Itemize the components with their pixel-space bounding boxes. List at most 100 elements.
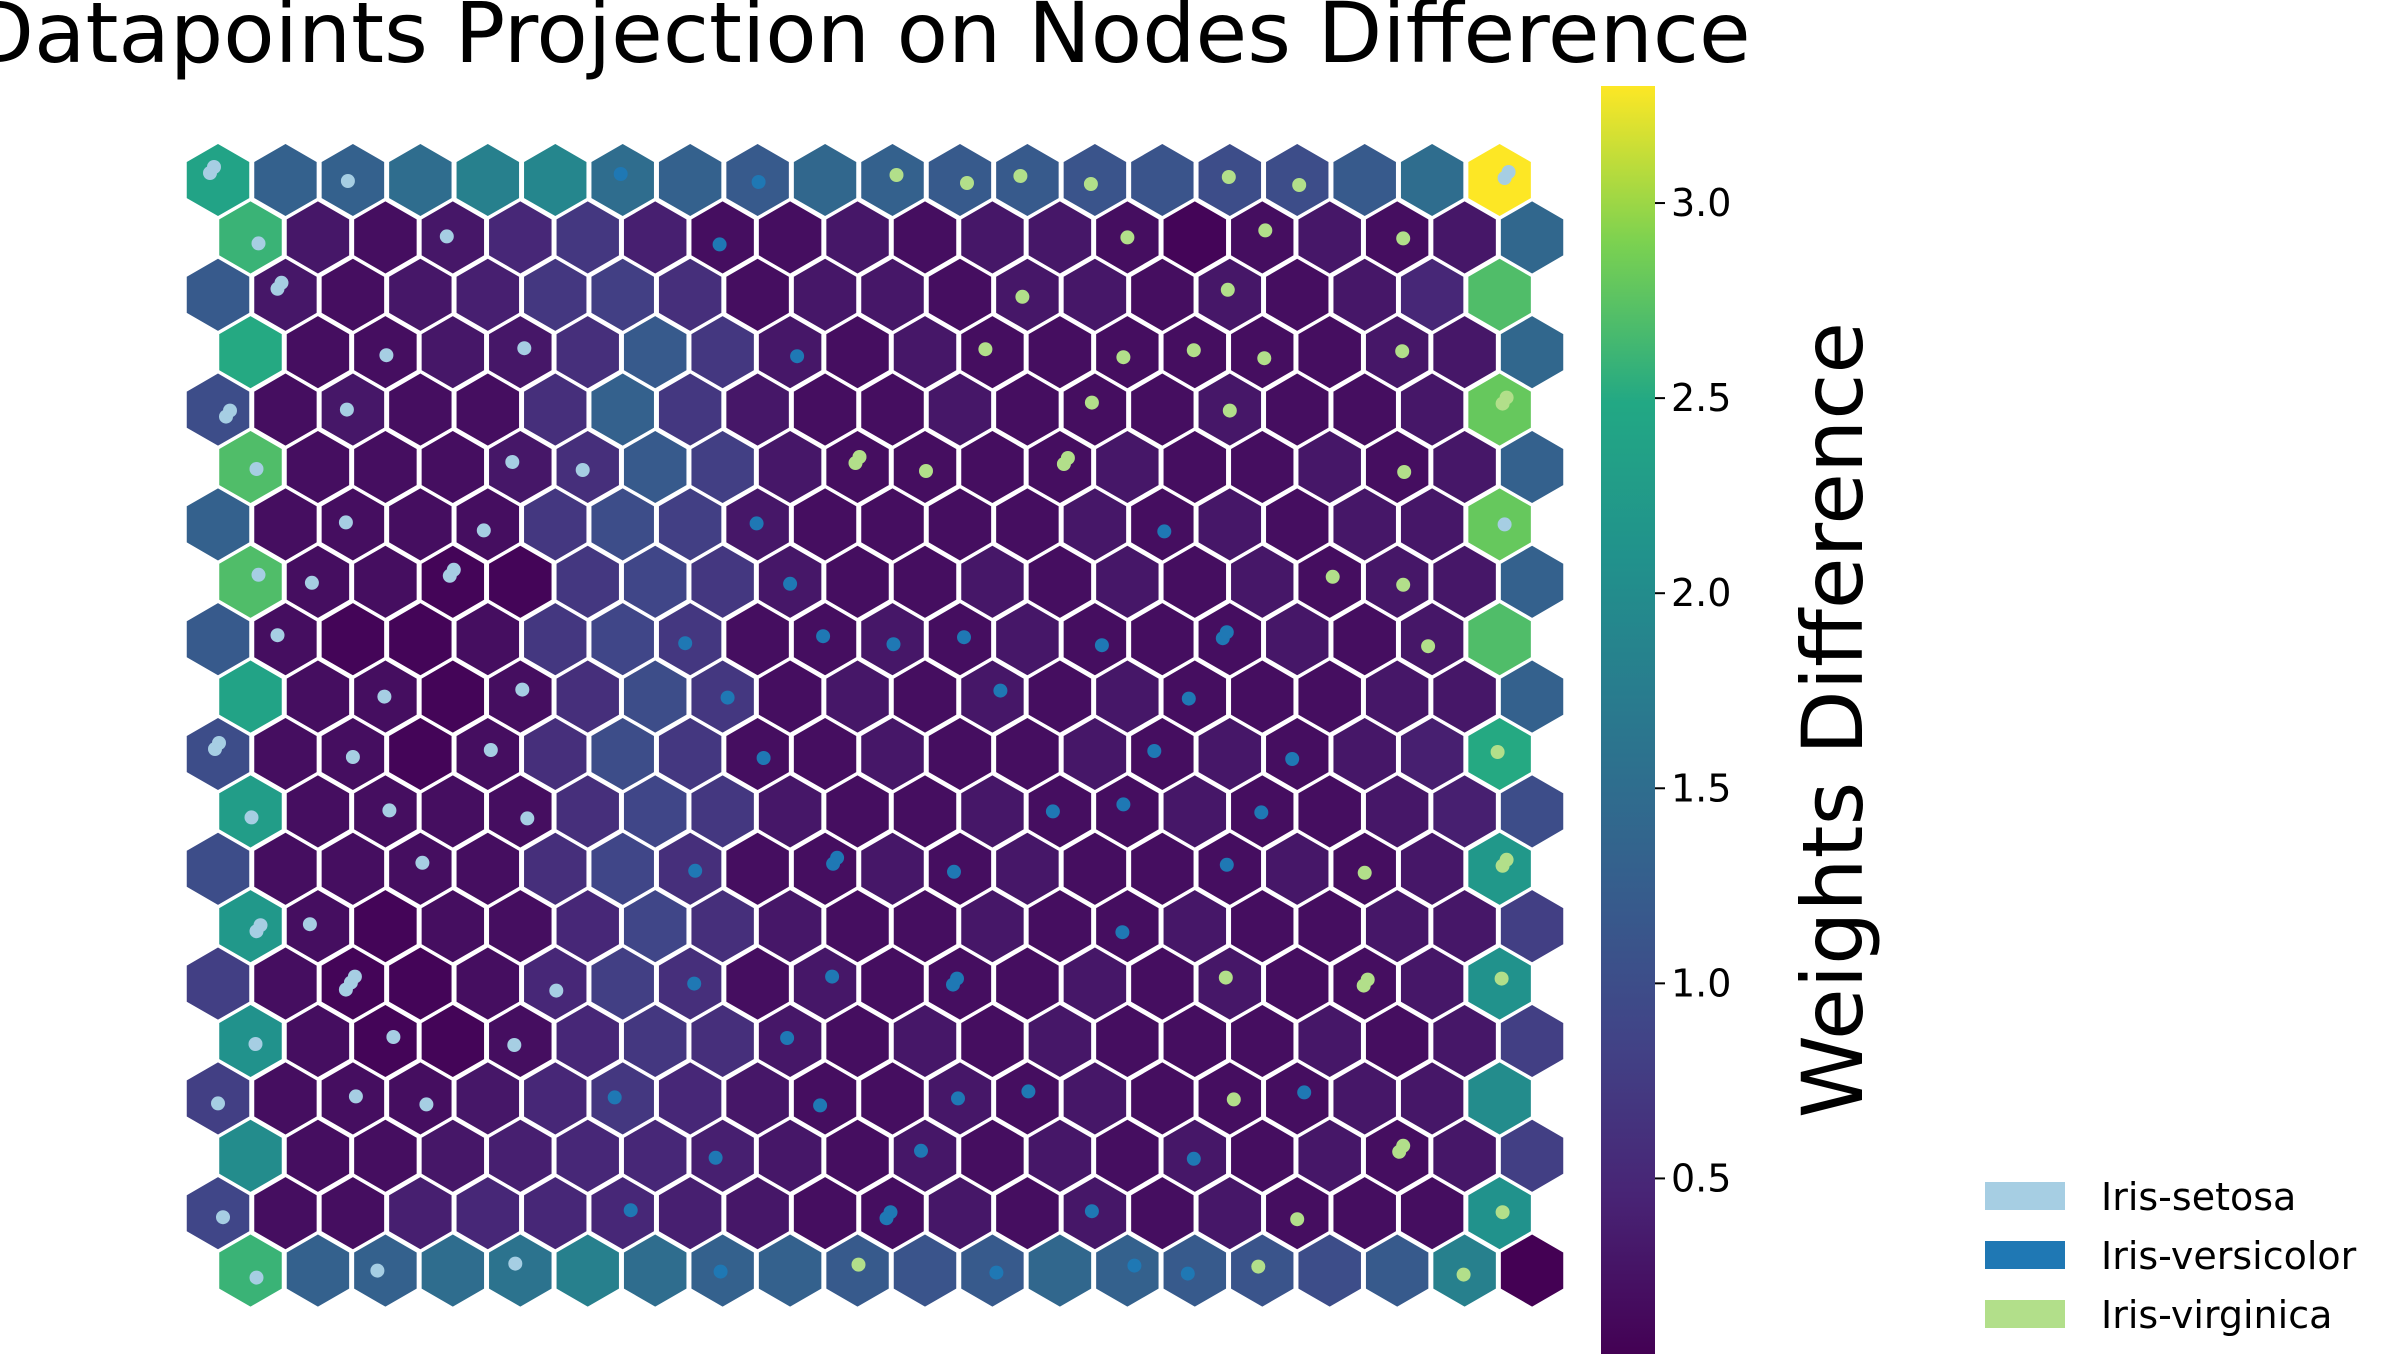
hex-node (756, 1231, 824, 1310)
datapoint (950, 971, 964, 986)
datapoint (1186, 1151, 1201, 1166)
datapoint (338, 515, 353, 530)
datapoint (216, 1210, 230, 1225)
datapoint (1325, 569, 1340, 584)
hex-node (216, 1231, 285, 1310)
colorbar-label: Weights Difference (1784, 322, 1882, 1118)
datapoint (851, 1257, 866, 1272)
datapoint (712, 237, 727, 252)
datapoint (249, 462, 264, 476)
datapoint (813, 1098, 828, 1113)
datapoint (1116, 797, 1131, 812)
datapoint (830, 850, 845, 865)
datapoint (1499, 390, 1514, 405)
datapoint (1221, 170, 1236, 184)
datapoint (370, 1263, 385, 1278)
datapoint (708, 1150, 723, 1165)
datapoint (1395, 344, 1410, 359)
hex-node (1295, 1231, 1364, 1310)
datapoint (960, 176, 974, 190)
datapoint (790, 349, 805, 364)
datapoint (816, 629, 831, 644)
datapoint (1456, 1267, 1471, 1282)
datapoint (223, 403, 237, 418)
datapoint (446, 562, 461, 577)
datapoint (825, 969, 840, 984)
hex-node (621, 1231, 689, 1310)
datapoint (1013, 169, 1028, 183)
datapoint (1180, 1266, 1195, 1281)
datapoint (1045, 804, 1060, 819)
datapoint (207, 160, 221, 174)
datapoint (1285, 752, 1300, 766)
datapoint (382, 803, 397, 818)
datapoint (1360, 972, 1375, 987)
datapoint (508, 1256, 523, 1271)
datapoint (993, 683, 1008, 698)
hex-node (1498, 1231, 1566, 1310)
hex-grid (184, 141, 1566, 1310)
datapoint (607, 1090, 622, 1105)
datapoint (1147, 744, 1162, 758)
datapoint (347, 969, 362, 984)
datapoint (1226, 1092, 1241, 1107)
hex-node (284, 1231, 352, 1310)
datapoint (345, 750, 360, 764)
datapoint (1116, 350, 1131, 365)
datapoint (889, 168, 904, 182)
colorbar: 0.5 1.0 1.5 2.0 2.5 3.0 Weights Difference (1601, 86, 1882, 1354)
datapoint (1257, 351, 1272, 366)
datapoints-layer (203, 160, 1516, 1285)
datapoint (1218, 970, 1233, 985)
datapoint (1084, 1204, 1099, 1219)
hex-node (486, 1231, 555, 1310)
datapoint (1357, 865, 1372, 880)
datapoint (1497, 517, 1512, 532)
datapoint (211, 1096, 225, 1111)
datapoint (1297, 1085, 1312, 1100)
datapoint (1115, 925, 1130, 940)
datapoint (756, 751, 771, 765)
legend: Iris-setosa Iris-versicolor Iris-virginica (1985, 1175, 2357, 1337)
datapoint (1157, 524, 1172, 539)
datapoint (1084, 395, 1099, 410)
datapoint (1015, 289, 1030, 304)
datapoint (613, 167, 628, 181)
datapoint (251, 236, 266, 251)
datapoint (1290, 1212, 1305, 1227)
datapoint (749, 516, 764, 531)
legend-label: Iris-setosa (2101, 1175, 2296, 1219)
datapoint (713, 1264, 728, 1279)
datapoint (852, 450, 867, 464)
datapoint (339, 402, 354, 417)
hex-node (1026, 1231, 1094, 1310)
datapoint (483, 743, 498, 757)
datapoint (415, 855, 430, 870)
datapoint (1219, 625, 1234, 640)
datapoint (688, 863, 703, 878)
datapoint (249, 1270, 264, 1285)
datapoint (1251, 1259, 1266, 1274)
datapoint (348, 1089, 363, 1104)
datapoint (623, 1203, 638, 1218)
datapoint (1494, 971, 1509, 986)
colorbar-gradient (1601, 86, 1655, 1354)
datapoint (304, 575, 319, 590)
datapoint (507, 1038, 522, 1052)
legend-swatch (1985, 1182, 2065, 1210)
datapoint (1421, 639, 1436, 654)
datapoint (302, 917, 317, 932)
hex-node (419, 1231, 487, 1310)
chart-title: Datapoints Projection on Nodes Differenc… (0, 0, 1751, 82)
datapoint (1258, 223, 1273, 238)
datapoint (1396, 1138, 1411, 1153)
datapoint (1219, 857, 1234, 872)
colorbar-tick-label: 1.0 (1671, 961, 1731, 1005)
datapoint (720, 690, 735, 705)
datapoint (751, 175, 766, 189)
hex-node (1161, 1231, 1229, 1310)
datapoint (989, 1265, 1004, 1280)
hex-node (351, 1231, 420, 1310)
datapoint (419, 1097, 434, 1112)
datapoint (274, 275, 289, 290)
